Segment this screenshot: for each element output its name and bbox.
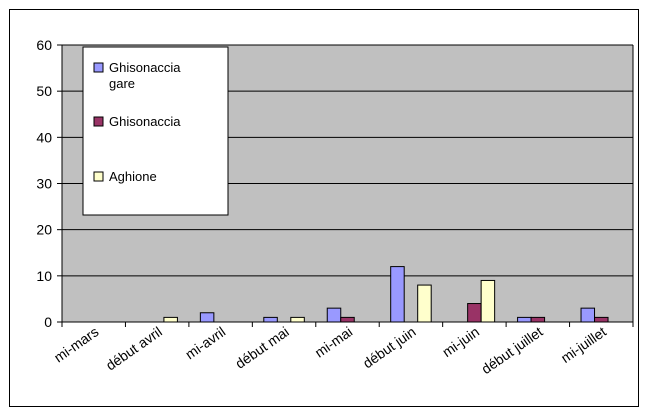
legend-box bbox=[82, 46, 229, 216]
y-axis: 0 10 20 30 40 50 60 bbox=[36, 37, 63, 330]
legend-label: Ghisonaccia gare bbox=[109, 60, 181, 91]
bar bbox=[594, 316, 609, 323]
bars bbox=[163, 266, 609, 323]
y-tick-label: 10 bbox=[36, 268, 52, 284]
bar bbox=[199, 312, 215, 323]
x-tick-label: mi-avril bbox=[182, 323, 228, 362]
y-tick-label: 50 bbox=[36, 83, 52, 99]
legend-label-line: Aghione bbox=[109, 169, 157, 184]
bar bbox=[326, 307, 342, 323]
legend-swatch bbox=[93, 116, 104, 127]
bar bbox=[290, 316, 305, 323]
bar bbox=[467, 303, 482, 323]
bar bbox=[580, 307, 596, 323]
bar bbox=[263, 316, 278, 323]
x-tick-label: début juin bbox=[360, 323, 419, 371]
y-tick-label: 0 bbox=[44, 314, 52, 330]
bar bbox=[480, 279, 496, 323]
legend-label-line: gare bbox=[109, 76, 135, 91]
legend-label: Ghisonaccia bbox=[109, 114, 181, 129]
x-tick-label: mi-juillet bbox=[558, 323, 609, 366]
bar bbox=[340, 316, 355, 323]
x-tick-label: début avril bbox=[103, 323, 165, 373]
legend-swatch bbox=[93, 62, 104, 73]
y-tick-label: 30 bbox=[36, 176, 52, 192]
bar bbox=[530, 316, 546, 323]
legend-label: Aghione bbox=[109, 169, 157, 184]
x-tick-label: mi-mai bbox=[312, 323, 356, 360]
x-tick-label: mi-juin bbox=[439, 323, 482, 360]
bar bbox=[390, 266, 405, 323]
bar bbox=[517, 316, 532, 323]
y-tick-label: 40 bbox=[36, 129, 52, 145]
y-tick-label: 60 bbox=[36, 37, 52, 53]
legend-swatch bbox=[93, 171, 104, 182]
legend-label-line: Ghisonaccia bbox=[109, 60, 181, 75]
x-axis: mi-mars début avril mi-avril début mai mi-ma… bbox=[51, 321, 634, 377]
x-tick-label: mi-mars bbox=[51, 323, 102, 365]
x-tick-label: début juillet bbox=[478, 323, 545, 377]
bar bbox=[417, 284, 432, 323]
y-tick-label: 20 bbox=[36, 222, 52, 238]
legend-label-line: Ghisonaccia bbox=[109, 114, 181, 129]
bar bbox=[163, 316, 178, 323]
x-tick-label: début mai bbox=[232, 323, 292, 371]
